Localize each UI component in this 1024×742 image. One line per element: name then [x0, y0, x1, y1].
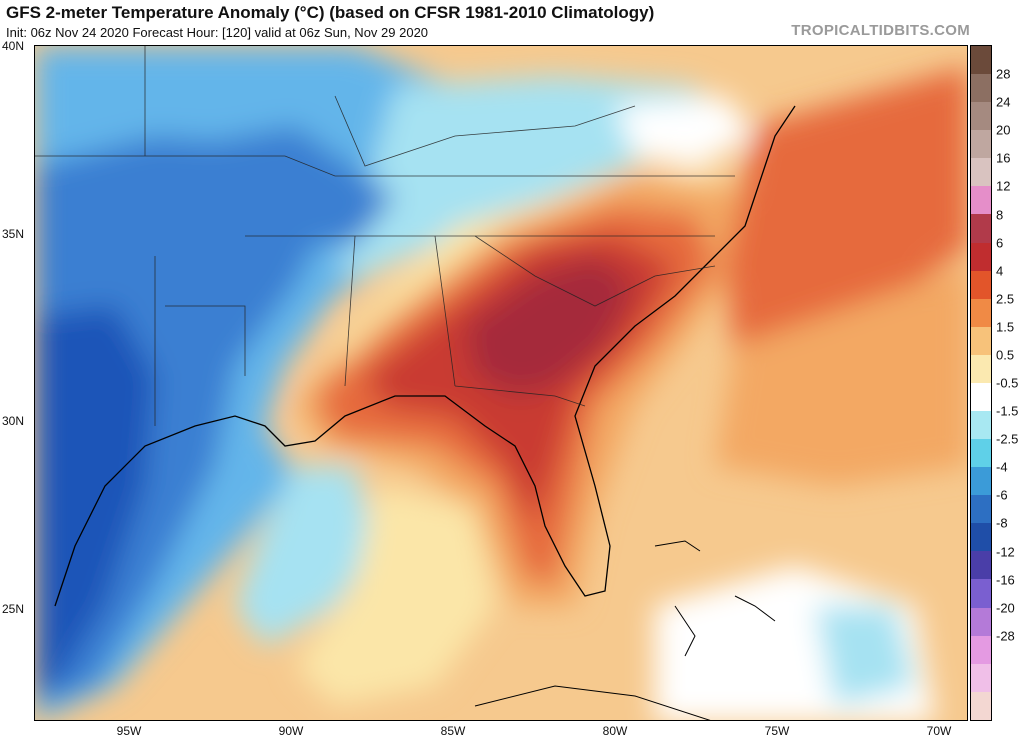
lon-label-85w: 85W — [440, 724, 466, 738]
colorbar-label: 4 — [996, 263, 1004, 279]
colorbar-label: -6 — [996, 487, 1008, 503]
lon-label-95w: 95W — [116, 724, 142, 738]
colorbar-label: 24 — [996, 94, 1011, 110]
colorbar-segment — [971, 102, 991, 131]
state-borders — [35, 46, 735, 426]
colorbar-segment — [971, 130, 991, 159]
lon-label-80w: 80W — [602, 724, 628, 738]
colorbar-label: 12 — [996, 178, 1011, 194]
colorbar-segment — [971, 607, 991, 636]
colorbar-segment — [971, 382, 991, 412]
anomaly-map — [34, 45, 968, 721]
colorbar-segment — [971, 635, 991, 664]
colorbar-segment — [971, 158, 991, 187]
colorbar-segment — [971, 186, 991, 215]
colorbar-segment — [971, 46, 991, 75]
colorbar-label: 0.5 — [996, 347, 1015, 363]
colorbar-segment — [971, 411, 991, 440]
colorbar-label: 16 — [996, 150, 1011, 166]
lon-label-75w: 75W — [764, 724, 790, 738]
forecast-info: Init: 06z Nov 24 2020 Forecast Hour: [12… — [6, 25, 429, 40]
lat-label-35n: 35N — [2, 227, 25, 241]
lon-label-90w: 90W — [278, 724, 304, 738]
lat-label-25n: 25N — [2, 602, 25, 616]
lat-label-40n: 40N — [2, 39, 25, 53]
colorbar-segment — [971, 523, 991, 552]
colorbar-segment — [971, 663, 991, 692]
colorbar-label: -4 — [996, 459, 1008, 475]
colorbar-segment — [971, 439, 991, 468]
colorbar-segment — [971, 495, 991, 524]
colorbar-segment — [971, 214, 991, 243]
colorbar-label: -0.5 — [996, 375, 1019, 391]
colorbar-label: -12 — [996, 544, 1015, 559]
colorbar-label: -28 — [996, 628, 1015, 644]
colorbar-label: -8 — [996, 515, 1008, 531]
colorbar-label: 20 — [996, 122, 1011, 138]
colorbar-segment — [971, 326, 991, 355]
colorbar-label: 2.5 — [996, 291, 1015, 307]
colorbar-segment — [971, 74, 991, 103]
colorbar-label: -16 — [996, 572, 1015, 588]
colorbar-segment — [971, 354, 991, 383]
colorbar-segment — [971, 551, 991, 580]
colorbar-label: -2.5 — [996, 431, 1019, 447]
chart-title: GFS 2-meter Temperature Anomaly (°C) (ba… — [6, 3, 655, 22]
colorbar-label: 1.5 — [996, 319, 1015, 335]
colorbar-label: -1.5 — [996, 403, 1019, 419]
site-brand: TROPICALTIDBITS.COM — [791, 22, 970, 39]
coastline — [54, 105, 796, 607]
colorbar-segment — [971, 579, 991, 608]
colorbar-segment — [971, 242, 991, 271]
colorbar-segment — [971, 270, 991, 299]
colorbar — [970, 45, 992, 721]
colorbar-label: 8 — [996, 207, 1004, 222]
islands — [474, 540, 776, 720]
colorbar-segment — [971, 467, 991, 496]
colorbar-segment — [971, 691, 991, 720]
colorbar-label: 6 — [996, 235, 1004, 251]
colorbar-segment — [971, 298, 991, 327]
anomaly-field — [35, 46, 967, 720]
lat-label-30n: 30N — [2, 414, 25, 428]
colorbar-label: -20 — [996, 600, 1015, 616]
colorbar-label: 28 — [996, 66, 1011, 82]
lon-label-70w: 70W — [926, 724, 952, 738]
map-canvas — [35, 46, 967, 720]
